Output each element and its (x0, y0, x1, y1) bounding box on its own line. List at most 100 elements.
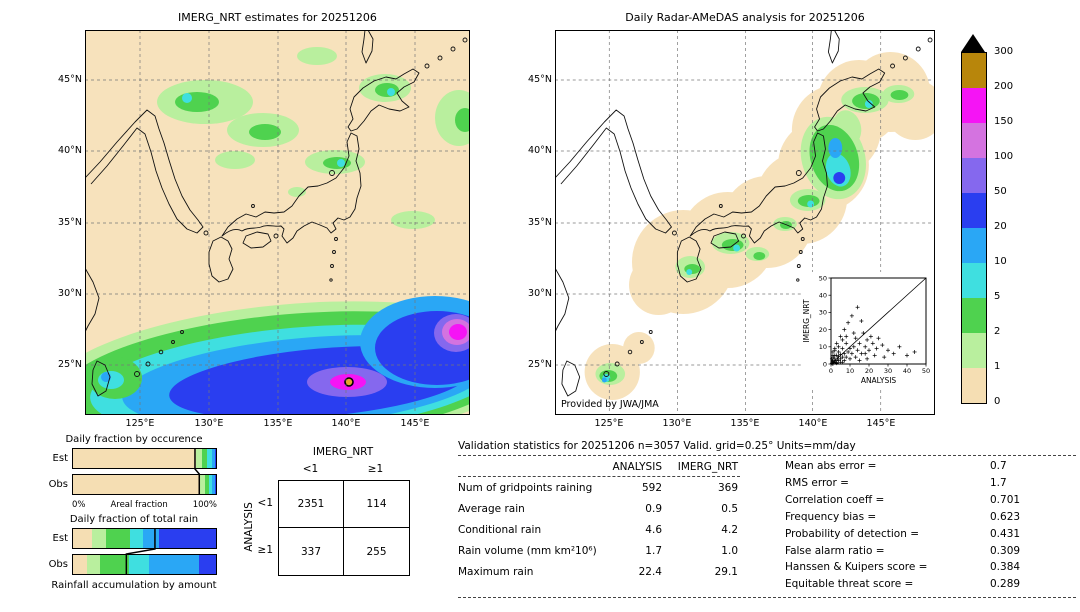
bar-segment (200, 475, 205, 494)
stats-col-imerg: IMERG_NRT (677, 461, 738, 473)
score-value: 0.384 (990, 561, 1021, 574)
right-map (554, 29, 945, 415)
occurrence-chart-title: Daily fraction by occurence (65, 434, 203, 445)
lon-tick-label: 130°E (662, 418, 692, 429)
colorbar-label: 1 (994, 361, 1001, 372)
map-credit: Provided by JWA/JMA (561, 399, 659, 410)
bar-segment (91, 529, 106, 548)
lon-tick-label: 140°E (798, 418, 828, 429)
stats-col-analysis: ANALYSIS (612, 461, 662, 473)
contingency-cells: 2351 114 337 255 (278, 480, 410, 576)
stacked-bar (72, 474, 217, 495)
bar-segment (73, 529, 92, 548)
contingency-cell: 2351 (279, 481, 344, 528)
stat-cell: Num of gridpoints raining (458, 481, 593, 494)
score-line: Hanssen & Kuipers score = 0.384 (785, 559, 1020, 576)
stats-table: ANALYSIS IMERG_NRT Num of gridpoints rai… (458, 458, 740, 593)
contingency-cell: 114 (344, 481, 409, 528)
score-line: Correlation coeff = 0.701 (785, 492, 1020, 509)
score-value: 0.309 (990, 544, 1021, 557)
colorbar-segment (962, 193, 986, 228)
lat-tick-label: 35°N (58, 217, 82, 228)
totalrain-chart-caption: Rainfall accumulation by amount (51, 580, 217, 591)
colorbar-overflow-triangle (961, 34, 985, 52)
score-label: Frequency bias = (785, 510, 877, 523)
colorbar-segment (962, 158, 986, 193)
bar-row-label: Obs (48, 559, 68, 570)
score-line: Mean abs error = 0.7 (785, 458, 1020, 475)
stat-row: Rain volume (mm km²10⁶) 1.7 1.0 (458, 540, 740, 561)
bar-segment (73, 449, 196, 468)
grid-lines (85, 30, 470, 415)
colorbar-segment (962, 368, 986, 403)
bar-row-label: Obs (48, 479, 68, 490)
lat-tick-label: 30°N (528, 288, 552, 299)
svg-text:10: 10 (846, 367, 854, 375)
svg-text:0: 0 (823, 360, 827, 368)
occurrence-axis: 0% Areal fraction 100% (72, 500, 217, 510)
stat-cell: 1.0 (721, 544, 738, 557)
lat-tick-label: 45°N (528, 74, 552, 85)
scatter-inset: 0 0 10 10 20 20 30 30 40 40 50 50 ANALYSIS IMERG_NRT (801, 272, 934, 390)
stacked-bar (72, 448, 217, 469)
score-label: False alarm ratio = (785, 544, 885, 557)
stat-row: Num of gridpoints raining 592 369 (458, 477, 740, 498)
svg-text:20: 20 (865, 367, 873, 375)
map-border (555, 30, 935, 415)
axis-center-label: Areal fraction (110, 500, 168, 510)
score-line: Equitable threat score = 0.289 (785, 576, 1020, 593)
right-map-title: Daily Radar-AMeDAS analysis for 20251206 (625, 11, 865, 24)
colorbar-label: 50 (994, 186, 1007, 197)
left-map (45, 29, 535, 452)
bar-row-label: Est (52, 453, 68, 464)
map-border (85, 30, 470, 415)
colorbar-segment (962, 53, 986, 88)
lon-tick-label: 135°E (730, 418, 760, 429)
score-label: Correlation coeff = (785, 493, 885, 506)
contingency-cell: 337 (279, 528, 344, 575)
stat-cell: 22.4 (638, 565, 662, 578)
bar-segment (214, 449, 216, 468)
contingency-table: IMERG_NRT <1 ≥1 ANALYSIS <1 ≥1 2351 114 … (233, 442, 423, 594)
colorbar-label: 20 (994, 221, 1007, 232)
stat-cell: 592 (641, 481, 662, 494)
lat-tick-label: 40°N (528, 145, 552, 156)
contingency-col-header: ≥1 (367, 463, 384, 475)
max-rain-marker (344, 377, 354, 387)
score-line: Probability of detection = 0.431 (785, 526, 1020, 543)
lat-tick-label: 25°N (528, 359, 552, 370)
svg-text:40: 40 (819, 292, 827, 300)
score-label: Hanssen & Kuipers score = (785, 561, 928, 574)
lat-tick-label: 40°N (58, 145, 82, 156)
bar-segment (211, 449, 215, 468)
lon-tick-label: 145°E (866, 418, 896, 429)
colorbar: 300 200 150 100 50 20 10 5 2 1 0 (961, 34, 1036, 407)
lon-tick-label: 125°E (594, 418, 624, 429)
svg-text:20: 20 (819, 326, 827, 334)
bar-segment (143, 529, 159, 548)
lon-tick-label: 130°E (194, 418, 224, 429)
scatter-plot: 00 10 10 20 20 30 30 40 40 50 50 ANALYSIS IMERG_NRT (802, 274, 930, 385)
lon-tick-label: 140°E (331, 418, 361, 429)
colorbar-label: 100 (994, 151, 1014, 162)
bar-segment (73, 555, 88, 574)
contingency-row-group: ANALYSIS (243, 502, 255, 552)
axis-right-label: 100% (192, 500, 217, 510)
colorbar-segment (962, 333, 986, 368)
bar-row: Obs (38, 474, 230, 495)
bar-segment (100, 555, 129, 574)
lon-tick-label: 135°E (263, 418, 293, 429)
stat-row: Conditional rain 4.6 4.2 (458, 519, 740, 540)
score-value: 0.623 (990, 510, 1021, 523)
bar-row-label: Est (52, 533, 68, 544)
score-value: 1.7 (990, 476, 1007, 489)
score-line: False alarm ratio = 0.309 (785, 543, 1020, 560)
svg-text:10: 10 (819, 343, 827, 351)
svg-text:30: 30 (819, 309, 827, 317)
bar-segment (208, 475, 212, 494)
score-line: RMS error = 1.7 (785, 475, 1020, 492)
validation-statistics-panel: Validation statistics for 20251206 n=305… (458, 440, 1076, 599)
bar-segment (128, 555, 149, 574)
colorbar-label: 10 (994, 256, 1007, 267)
